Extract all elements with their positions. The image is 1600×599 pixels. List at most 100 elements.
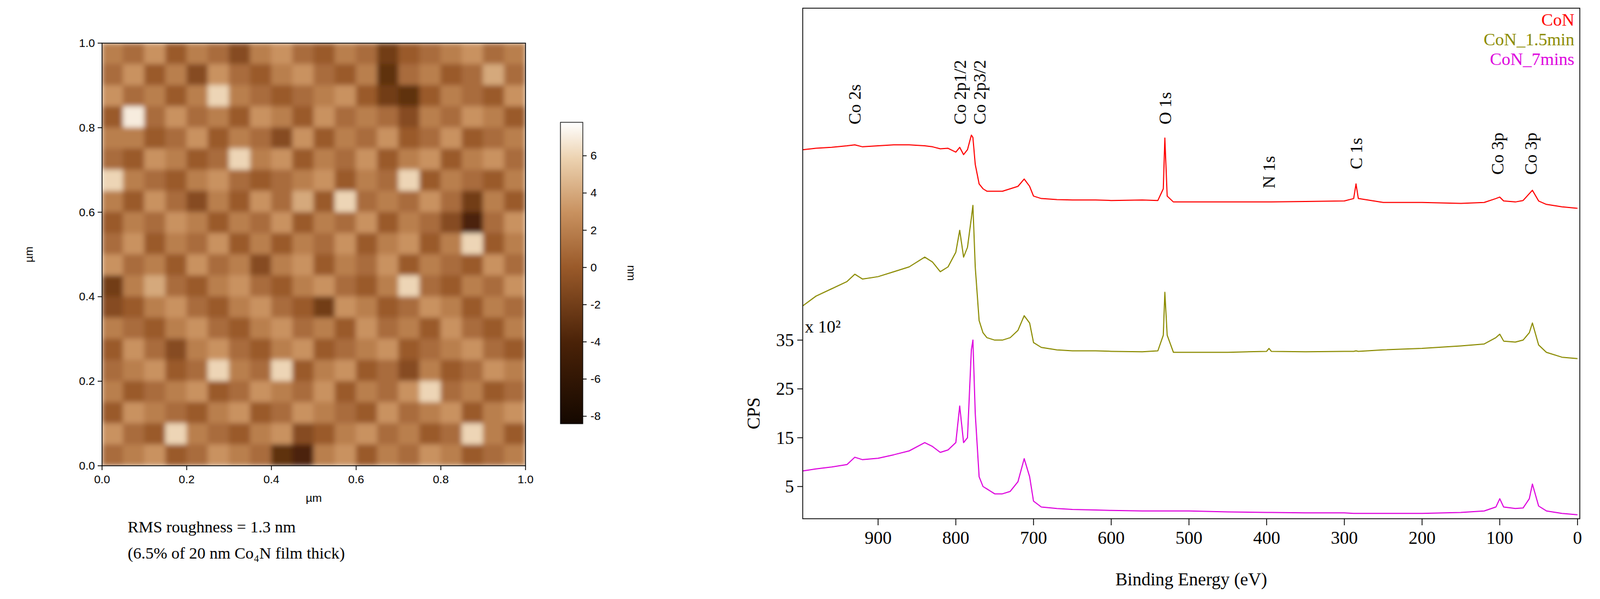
cell [102, 106, 124, 129]
tick [877, 518, 879, 525]
cell [122, 190, 145, 213]
cell [377, 380, 399, 403]
cell [165, 380, 188, 403]
cell [355, 296, 378, 319]
cell [419, 127, 442, 149]
cell [271, 317, 294, 340]
cell [271, 401, 294, 424]
cell [313, 169, 336, 192]
cell [249, 106, 272, 129]
cell [271, 43, 294, 65]
cell [440, 444, 463, 466]
cell [482, 190, 505, 213]
cell [271, 275, 294, 297]
cell [292, 169, 315, 192]
cell [271, 148, 294, 171]
cell [313, 148, 336, 171]
cell [228, 317, 251, 340]
cell [313, 63, 336, 86]
cell [207, 43, 230, 65]
cell [207, 127, 230, 149]
cell [144, 43, 166, 65]
cell [122, 169, 145, 192]
cell [398, 401, 421, 424]
cell [249, 444, 272, 466]
cell [207, 338, 230, 361]
cell [102, 275, 124, 297]
cell [440, 43, 463, 65]
cell [249, 63, 272, 86]
cell [313, 254, 336, 277]
cell [334, 444, 357, 466]
cell [249, 401, 272, 424]
cell [102, 317, 124, 340]
cell [440, 233, 463, 255]
cell [144, 254, 166, 277]
cell [482, 338, 505, 361]
cell [186, 338, 209, 361]
cell [355, 359, 378, 382]
cell [207, 254, 230, 277]
cell [377, 338, 399, 361]
cell [144, 444, 166, 466]
cell [165, 422, 188, 445]
cell [482, 401, 505, 424]
cell [102, 422, 124, 445]
tick [797, 485, 803, 487]
cell [461, 275, 484, 297]
cell [271, 359, 294, 382]
cell [165, 85, 188, 107]
cell [207, 233, 230, 255]
cell [292, 444, 315, 466]
cell [313, 85, 336, 107]
tick-label: 100 [1486, 527, 1514, 548]
tick-label: 5 [785, 476, 795, 497]
cell [440, 317, 463, 340]
cell [355, 338, 378, 361]
cell [186, 43, 209, 65]
tick [797, 387, 803, 390]
cell [355, 401, 378, 424]
cell [461, 317, 484, 340]
cell [504, 254, 526, 277]
cell [165, 317, 188, 340]
cell [355, 317, 378, 340]
cell [419, 169, 442, 192]
tick-label: 900 [864, 527, 892, 548]
cell [440, 106, 463, 129]
cell [122, 444, 145, 466]
cell [482, 444, 505, 466]
cell [377, 296, 399, 319]
cell [440, 169, 463, 192]
cell [271, 380, 294, 403]
cell [334, 296, 357, 319]
cell [440, 275, 463, 297]
cell [461, 43, 484, 65]
cell [144, 275, 166, 297]
cell [228, 233, 251, 255]
cell [504, 148, 526, 171]
cell [228, 422, 251, 445]
cell [165, 127, 188, 149]
cell [419, 211, 442, 234]
cell [186, 422, 209, 445]
cell [377, 317, 399, 340]
tick [440, 465, 442, 470]
cell [122, 317, 145, 340]
cell [144, 338, 166, 361]
series-line [802, 205, 1578, 359]
cell [122, 63, 145, 86]
cell [419, 190, 442, 213]
cell [165, 444, 188, 466]
cell [398, 275, 421, 297]
cell [334, 422, 357, 445]
cell [144, 106, 166, 129]
cell [334, 169, 357, 192]
heatmap-cells [102, 43, 526, 466]
cell [186, 317, 209, 340]
tick-label: -6 [590, 372, 601, 385]
peak-label: Co 3p [1520, 132, 1541, 175]
cell [440, 380, 463, 403]
cell [504, 317, 526, 340]
cell [186, 63, 209, 86]
